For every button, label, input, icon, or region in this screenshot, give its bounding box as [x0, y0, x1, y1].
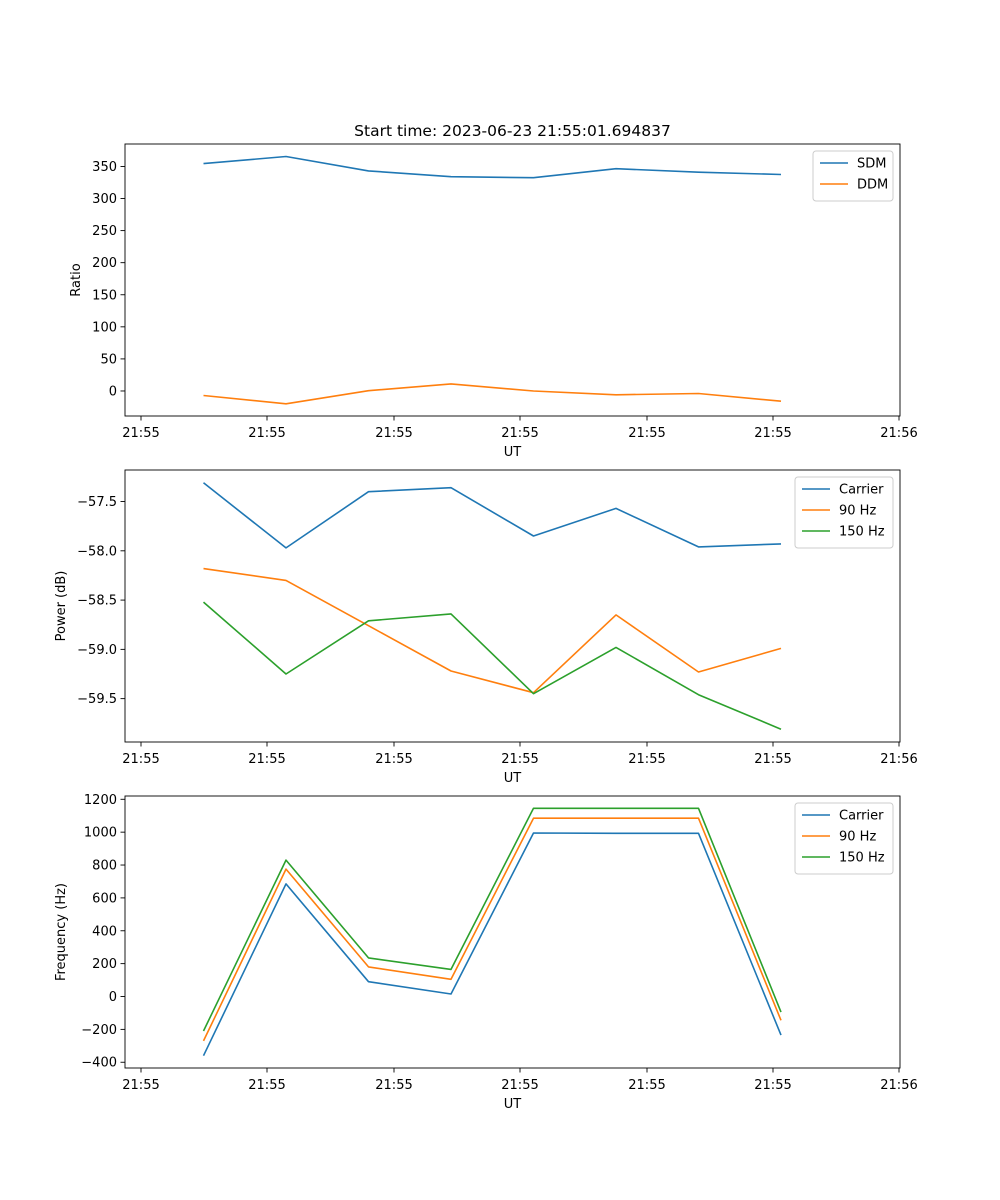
series-line-90-hz — [202, 817, 782, 1042]
x-tick-label: 21:55 — [628, 1078, 665, 1093]
chart-panel-1: 21:55 21:55 21:55 21:55 21:55 21:55 21:56 0 50 10… — [69, 143, 918, 460]
legend: Carrier 90 Hz 150 Hz — [794, 802, 894, 875]
legend-label: 150 Hz — [839, 851, 885, 866]
chart-title: Start time: 2023-06-23 21:55:01.694837 — [354, 122, 671, 140]
y-tick-label: 0 — [109, 384, 117, 399]
chart-panel-2: 21:55 21:55 21:55 21:55 21:55 21:55 21:56 −59.5… — [54, 469, 918, 786]
legend-label: Carrier — [839, 809, 884, 824]
plots: 21:55 21:55 21:55 21:55 21:55 21:55 21:56 0 50 10… — [54, 143, 918, 1112]
legend: Carrier 90 Hz 150 Hz — [794, 476, 894, 549]
x-tick-label: 21:55 — [754, 426, 791, 441]
y-tick-label: 50 — [100, 352, 117, 367]
plot-frame — [124, 795, 901, 1069]
y-tick-label: 0 — [109, 990, 117, 1005]
y-tick-label: −59.0 — [77, 643, 117, 658]
y-tick-label: −58.5 — [77, 594, 117, 609]
y-tick-label: 1200 — [84, 793, 117, 808]
y-axis-label: Ratio — [69, 263, 84, 296]
x-tick-label: 21:55 — [122, 752, 159, 767]
y-tick-label: 250 — [92, 224, 117, 239]
series-line-150-hz — [202, 601, 782, 730]
legend-label: Carrier — [839, 483, 884, 498]
y-tick-label: 400 — [92, 924, 117, 939]
series-line-carrier — [203, 482, 782, 549]
legend: SDM DDM — [812, 150, 894, 202]
chart-panel-3: 21:55 21:55 21:55 21:55 21:55 21:55 21:56 −400 −… — [54, 793, 918, 1112]
y-tick-label: 600 — [92, 891, 117, 906]
x-tick-label: 21:55 — [122, 1078, 159, 1093]
x-tick-label: 21:55 — [248, 752, 285, 767]
x-tick-label: 21:55 — [248, 1078, 285, 1093]
y-tick-label: −400 — [81, 1056, 117, 1071]
series-line-carrier — [202, 832, 782, 1057]
y-tick-label: 200 — [92, 256, 117, 271]
legend-label: 150 Hz — [839, 525, 885, 540]
x-tick-label: 21:55 — [501, 426, 538, 441]
x-tick-label: 21:56 — [880, 426, 917, 441]
x-tick-label: 21:55 — [375, 1078, 412, 1093]
x-tick-label: 21:55 — [501, 752, 538, 767]
x-axis-label: UT — [504, 445, 522, 460]
plot-frame — [124, 469, 901, 743]
x-tick-label: 21:55 — [754, 1078, 791, 1093]
x-axis-label: UT — [504, 771, 522, 786]
x-tick-label: 21:55 — [375, 426, 412, 441]
y-tick-label: 200 — [92, 957, 117, 972]
series-line-ddm — [203, 383, 782, 405]
legend-label: 90 Hz — [839, 504, 876, 519]
y-axis-label: Frequency (Hz) — [54, 883, 69, 981]
y-tick-label: 150 — [92, 288, 117, 303]
legend-label: DDM — [857, 178, 888, 193]
x-tick-label: 21:55 — [122, 426, 159, 441]
series-line-150-hz — [202, 807, 782, 1032]
y-tick-label: −200 — [81, 1023, 117, 1038]
y-tick-label: 1000 — [84, 826, 117, 841]
y-axis-label: Power (dB) — [54, 571, 69, 642]
y-tick-label: 100 — [92, 320, 117, 335]
x-tick-label: 21:55 — [375, 752, 412, 767]
plot-frame — [124, 143, 901, 417]
legend-label: 90 Hz — [839, 830, 876, 845]
x-tick-label: 21:56 — [880, 752, 917, 767]
legend-label: SDM — [857, 157, 886, 172]
y-tick-label: 350 — [92, 160, 117, 175]
y-tick-label: 300 — [92, 192, 117, 207]
y-tick-label: −58.0 — [77, 544, 117, 559]
x-tick-label: 21:55 — [248, 426, 285, 441]
series-line-90-hz — [203, 567, 782, 694]
series-line-sdm — [203, 155, 782, 179]
x-tick-label: 21:56 — [880, 1078, 917, 1093]
x-tick-label: 21:55 — [628, 752, 665, 767]
x-tick-label: 21:55 — [501, 1078, 538, 1093]
x-tick-label: 21:55 — [628, 426, 665, 441]
y-tick-label: −57.5 — [77, 495, 117, 510]
y-tick-label: 800 — [92, 859, 117, 874]
y-tick-label: −59.5 — [77, 692, 117, 707]
x-axis-label: UT — [504, 1097, 522, 1112]
x-tick-label: 21:55 — [754, 752, 791, 767]
